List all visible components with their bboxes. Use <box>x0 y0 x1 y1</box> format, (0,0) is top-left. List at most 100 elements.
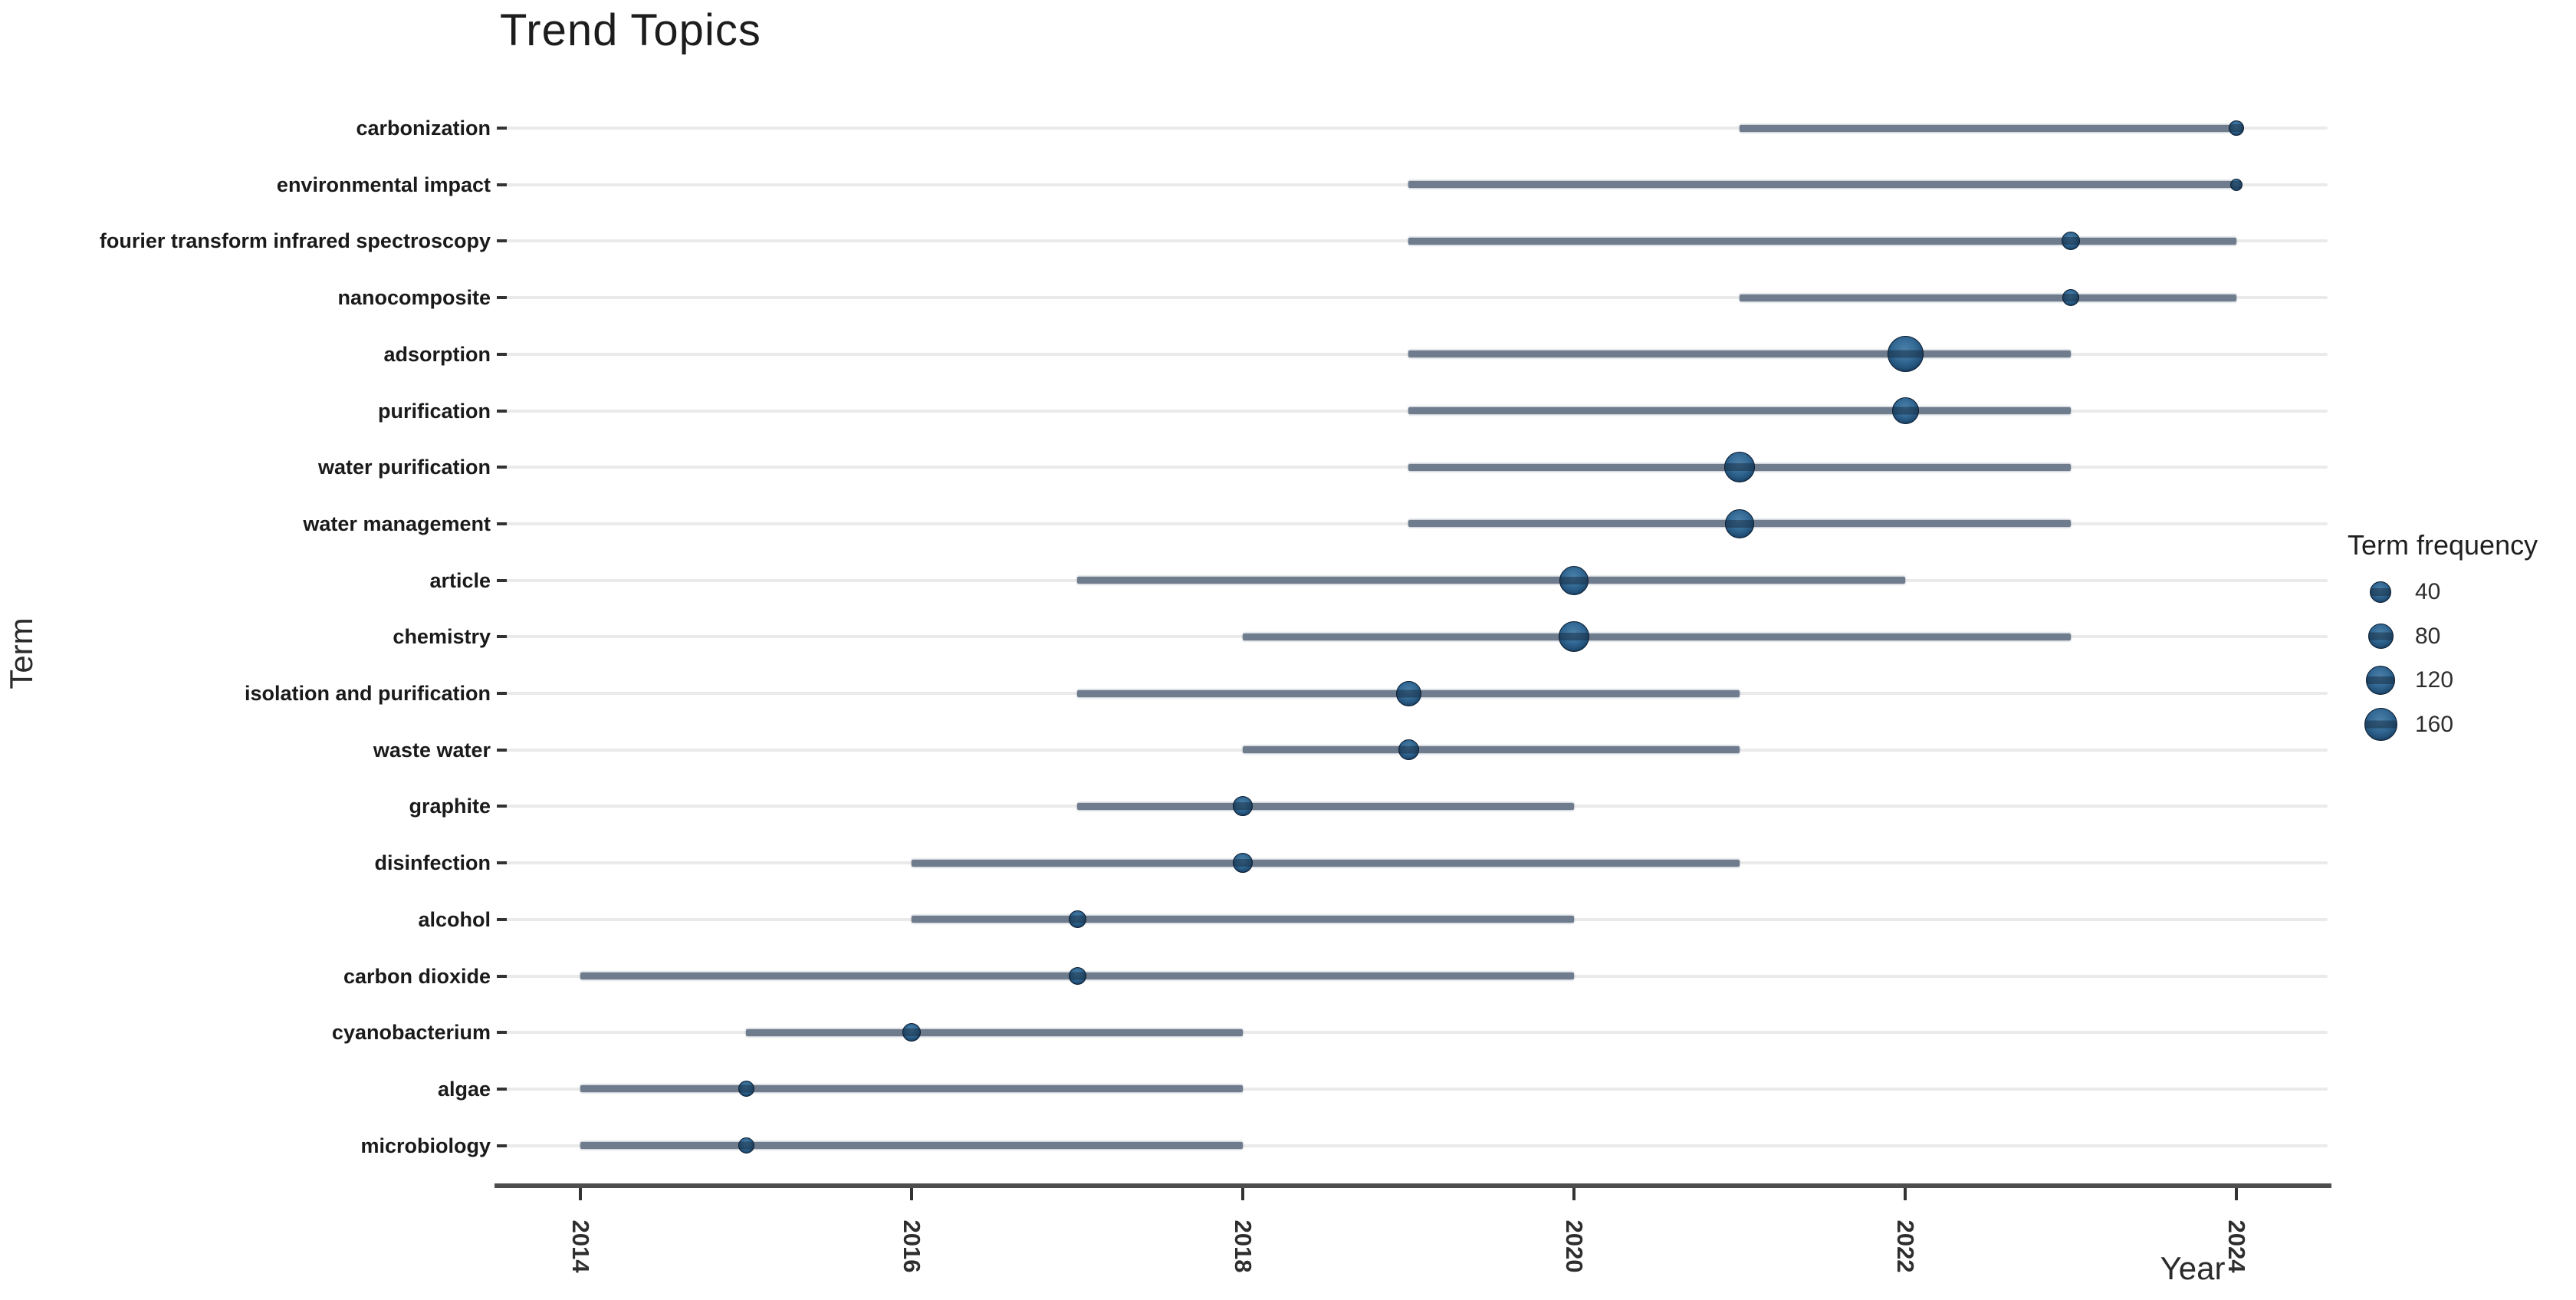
x-tick-label: 2014 <box>567 1219 594 1273</box>
term-year-range-line <box>1077 802 1574 810</box>
frequency-bubble <box>2230 178 2242 191</box>
y-axis-tick <box>497 296 507 300</box>
term-label: water management <box>303 512 491 535</box>
row-grid-line <box>503 1031 2328 1035</box>
term-label: water purification <box>317 456 491 479</box>
y-axis-tick <box>497 917 507 921</box>
legend-bubble <box>2370 581 2391 603</box>
frequency-bubble <box>1233 853 1253 874</box>
y-axis-tick <box>497 1144 507 1147</box>
x-tick-label: 2024 <box>2223 1219 2250 1273</box>
frequency-bubble <box>1887 336 1924 373</box>
y-axis-tick <box>497 352 507 356</box>
term-label: microbiology <box>360 1134 491 1157</box>
term-label: adsorption <box>383 342 491 366</box>
y-axis-tick <box>497 748 507 752</box>
term-year-range-line <box>1243 633 2071 640</box>
term-label: carbon dioxide <box>343 964 491 988</box>
row-grid-line <box>503 1144 2328 1147</box>
term-label: chemistry <box>393 625 491 649</box>
frequency-bubble <box>1233 796 1253 817</box>
term-year-range-line <box>1408 351 2071 358</box>
x-axis-tick <box>1241 1188 1244 1200</box>
x-axis-line <box>495 1183 2331 1188</box>
term-year-range-line <box>912 916 1574 923</box>
x-tick-label: 2022 <box>1892 1219 1919 1273</box>
frequency-bubble <box>738 1137 754 1154</box>
term-year-range-line <box>580 1085 1243 1093</box>
term-label: nanocomposite <box>337 286 491 310</box>
legend-item-label: 160 <box>2415 711 2454 737</box>
x-tick-label: 2020 <box>1561 1219 1588 1273</box>
x-axis-tick <box>910 1188 913 1200</box>
x-axis-tick <box>579 1188 582 1200</box>
term-year-range-line <box>746 1028 1243 1036</box>
frequency-bubble <box>1068 967 1086 985</box>
x-tick-label: 2016 <box>899 1219 925 1273</box>
term-label: alcohol <box>418 907 491 931</box>
term-label: fourier transform infrared spectroscopy <box>99 229 491 253</box>
y-axis-tick <box>497 805 507 808</box>
x-axis-title: Year <box>2160 1250 2226 1286</box>
term-year-range-line <box>1077 577 1905 584</box>
term-year-range-line <box>1243 746 1740 754</box>
legend-bubble <box>2366 666 2395 695</box>
term-year-range-line <box>580 1142 1243 1150</box>
x-axis-tick <box>1904 1188 1907 1200</box>
x-axis-tick <box>2235 1188 2238 1200</box>
frequency-bubble <box>1724 452 1755 483</box>
term-label: waste water <box>373 738 491 762</box>
y-axis-tick <box>497 578 507 582</box>
y-axis-tick <box>497 522 507 525</box>
y-axis-tick <box>497 409 507 413</box>
frequency-bubble <box>1559 621 1589 653</box>
chart-title: Trend Topics <box>500 5 761 55</box>
frequency-bubble <box>2062 232 2080 251</box>
frequency-bubble <box>2229 120 2244 136</box>
frequency-bubble <box>1068 910 1086 929</box>
x-axis-tick <box>1572 1188 1576 1200</box>
term-label: algae <box>437 1077 491 1101</box>
y-axis-tick <box>497 239 507 243</box>
term-label: purification <box>378 399 491 423</box>
legend-bubble <box>2364 708 2397 741</box>
term-year-range-line <box>1408 407 2071 414</box>
y-axis-tick <box>497 1087 507 1091</box>
term-year-range-line <box>1740 294 2236 301</box>
row-grid-line <box>503 1087 2328 1091</box>
frequency-bubble <box>1891 397 1919 424</box>
frequency-bubble <box>738 1081 754 1098</box>
frequency-bubble <box>902 1023 921 1042</box>
term-year-range-line <box>1740 124 2236 132</box>
term-year-range-line <box>1408 237 2236 245</box>
y-axis-tick <box>497 1031 507 1035</box>
term-label: isolation and purification <box>244 682 491 705</box>
legend-bubble <box>2367 624 2394 649</box>
frequency-bubble <box>1398 739 1419 761</box>
y-axis-tick <box>497 635 507 639</box>
y-axis-tick <box>497 183 507 186</box>
y-axis-tick <box>497 974 507 978</box>
row-grid-line <box>503 296 2328 300</box>
term-year-range-line <box>912 859 1740 867</box>
legend-item-label: 40 <box>2415 579 2441 604</box>
frequency-bubble <box>2062 289 2079 307</box>
term-label: disinfection <box>374 851 491 875</box>
frequency-bubble <box>1725 508 1754 538</box>
y-axis-tick <box>497 127 507 130</box>
row-grid-line <box>503 127 2328 130</box>
frequency-bubble <box>1395 680 1421 706</box>
term-year-range-line <box>1408 181 2236 189</box>
term-label: environmental impact <box>276 173 491 196</box>
legend-title: Term frequency <box>2348 529 2538 561</box>
x-tick-label: 2018 <box>1230 1219 1257 1273</box>
y-axis-tick <box>497 692 507 695</box>
term-label: graphite <box>409 795 491 818</box>
term-label: cyanobacterium <box>331 1021 491 1045</box>
legend-item-label: 80 <box>2415 623 2441 649</box>
term-label: carbonization <box>356 117 491 140</box>
legend-item-label: 120 <box>2415 667 2454 693</box>
y-axis-tick <box>497 861 507 865</box>
term-label: article <box>429 568 491 592</box>
